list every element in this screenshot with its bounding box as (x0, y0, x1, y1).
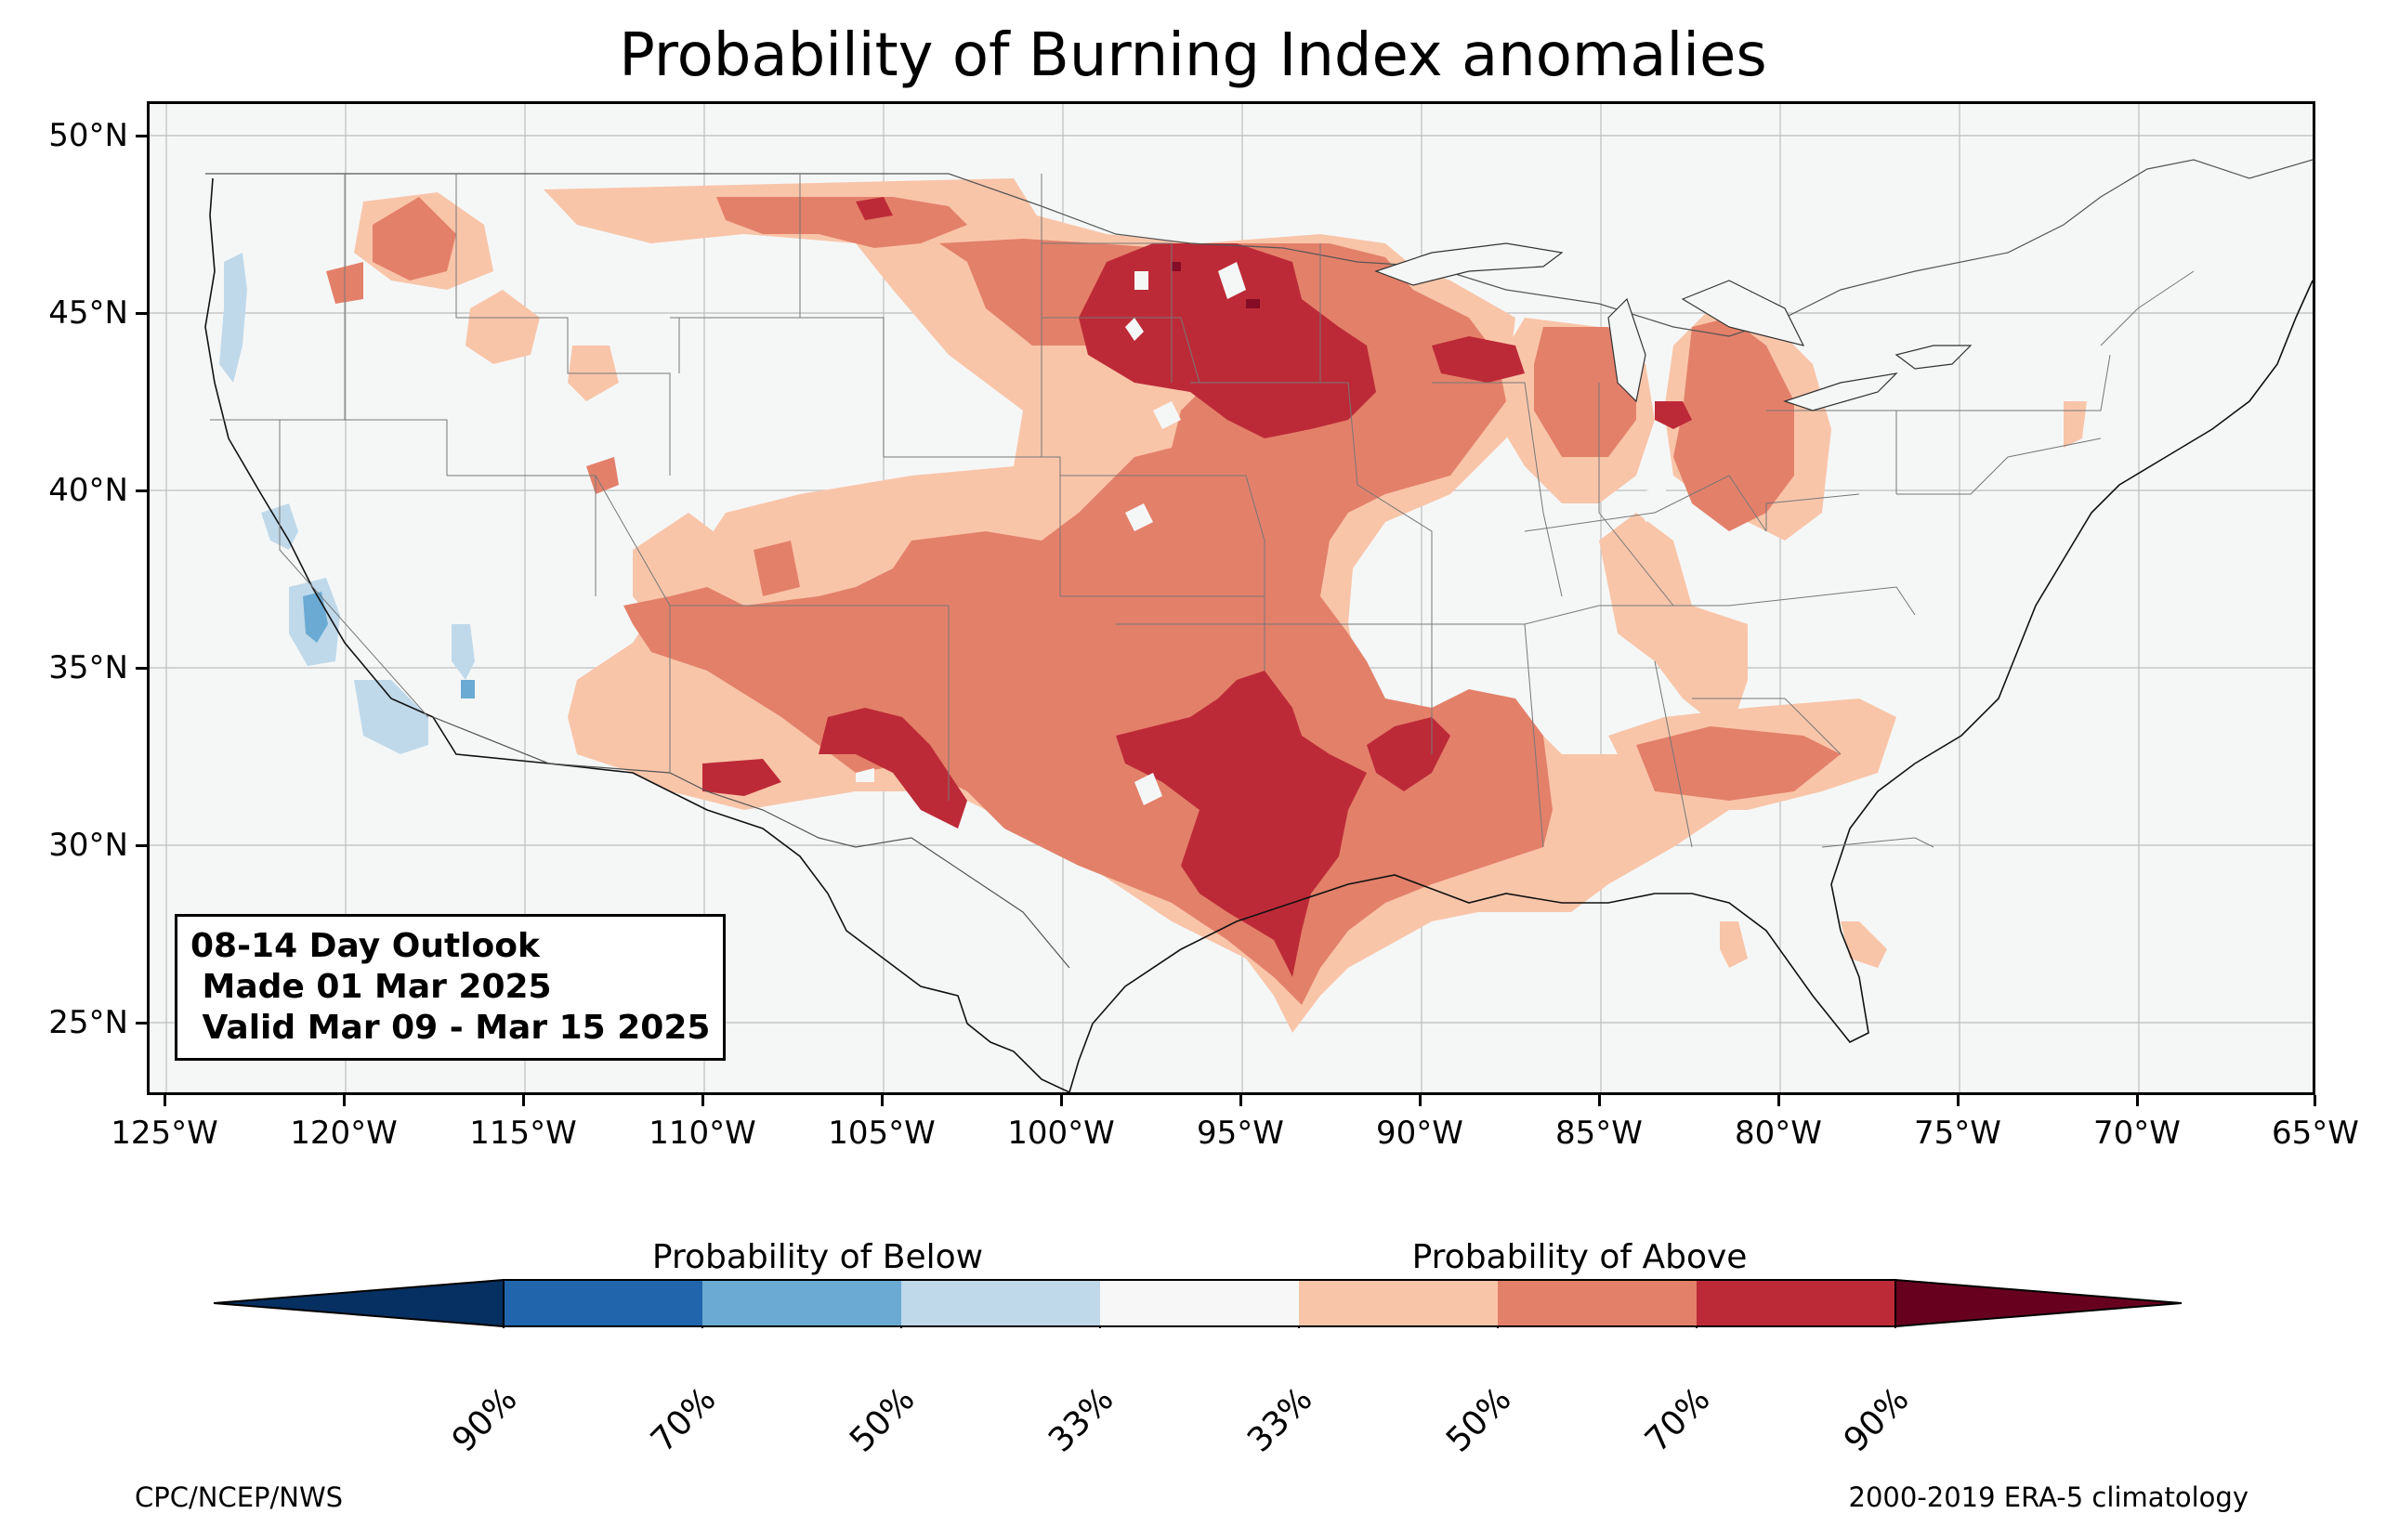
colorbar-tick-label: 90% (444, 1380, 525, 1460)
lon-label-90: 90°W (1376, 1115, 1463, 1152)
colorbar-tick-label: 50% (842, 1380, 923, 1460)
lat-tick (136, 1022, 147, 1024)
lat-label-25: 25°N (48, 1004, 128, 1041)
outlook-info-box: 08-14 Day Outlook Made 01 Mar 2025 Valid… (175, 914, 727, 1061)
lat-label-50: 50°N (48, 117, 128, 154)
lat-label-40: 40°N (48, 472, 128, 509)
above-70-90-regions (702, 197, 1692, 977)
below-33-50-regions (219, 253, 475, 754)
lon-tick (1598, 1095, 1601, 1106)
map-canvas (150, 104, 2313, 1092)
outlook-valid-range: Valid Mar 09 - Mar 15 2025 (190, 1009, 711, 1047)
colorbar-extend-high (1894, 1278, 2183, 1328)
lon-tick (164, 1095, 166, 1106)
colorbar-tick-label: 33% (1041, 1380, 1121, 1460)
colorbar-tick-label: 70% (1637, 1380, 1718, 1460)
lon-tick (1419, 1095, 1422, 1106)
lat-tick (136, 312, 147, 315)
lon-tick (1957, 1095, 1960, 1106)
lon-label-110: 110°W (649, 1115, 756, 1152)
mexico-border (432, 716, 1070, 969)
canada-border (205, 159, 2313, 337)
state-borders (210, 174, 2195, 848)
lon-tick (881, 1095, 884, 1106)
lon-tick (701, 1095, 704, 1106)
colorbar-segment (1498, 1280, 1697, 1326)
lon-tick (522, 1095, 525, 1106)
colorbar-segment (901, 1280, 1100, 1326)
colorbar-tick-label: 50% (1438, 1380, 1519, 1460)
map-title: Probability of Burning Index anomalies (619, 21, 1767, 90)
lat-label-45: 45°N (48, 294, 128, 332)
colorbar-segment (504, 1280, 702, 1326)
colorbar-ticks (503, 1326, 1896, 1328)
colorbar-outline (503, 1279, 1896, 1327)
lon-label-125: 125°W (111, 1115, 218, 1152)
colorbar-below-caption: Probability of Below (651, 1238, 984, 1276)
lon-label-95: 95°W (1197, 1115, 1284, 1152)
lon-label-85: 85°W (1555, 1115, 1643, 1152)
outlook-period: 08-14 Day Outlook (190, 927, 540, 965)
colorbar-segment (1100, 1280, 1299, 1326)
lon-label-80: 80°W (1735, 1115, 1822, 1152)
colorbar-tick-label: 90% (1836, 1380, 1917, 1460)
above-90-regions (1172, 262, 1260, 308)
lon-label-65: 65°W (2272, 1115, 2359, 1152)
lon-label-75: 75°W (1914, 1115, 2001, 1152)
lat-tick (136, 844, 147, 847)
colorbar-above-caption: Probability of Above (1411, 1238, 1748, 1276)
lon-tick (1060, 1095, 1063, 1106)
colorbar-tick-label: 70% (643, 1380, 724, 1460)
lon-label-105: 105°W (828, 1115, 936, 1152)
colorbar-segment (1299, 1280, 1498, 1326)
lat-tick (136, 489, 147, 492)
lat-tick (136, 667, 147, 670)
colorbar-segment (1697, 1280, 1895, 1326)
great-lakes (1374, 242, 1973, 411)
lon-label-100: 100°W (1007, 1115, 1115, 1152)
lat-label-35: 35°N (48, 649, 128, 686)
lon-label-115: 115°W (469, 1115, 577, 1152)
lon-tick (2136, 1095, 2139, 1106)
lon-tick (1777, 1095, 1780, 1106)
us-outline (204, 177, 2313, 1092)
lon-tick (343, 1095, 346, 1106)
lon-tick (2314, 1095, 2316, 1106)
footer-source: CPC/NCEP/NWS (135, 1481, 344, 1513)
lon-label-70: 70°W (2093, 1115, 2181, 1152)
lat-label-30: 30°N (48, 827, 128, 864)
colorbar (214, 1278, 2183, 1328)
colorbar-tick-label: 33% (1239, 1380, 1320, 1460)
near-normal-holes (856, 262, 1673, 805)
colorbar-segment (702, 1280, 901, 1326)
lat-tick (136, 135, 147, 137)
lon-tick (1239, 1095, 1242, 1106)
footer-climatology: 2000-2019 ERA-5 climatology (1848, 1481, 2248, 1513)
outlook-made-date: Made 01 Mar 2025 (190, 968, 552, 1006)
colorbar-extend-low (214, 1278, 505, 1328)
lon-label-120: 120°W (290, 1115, 398, 1152)
